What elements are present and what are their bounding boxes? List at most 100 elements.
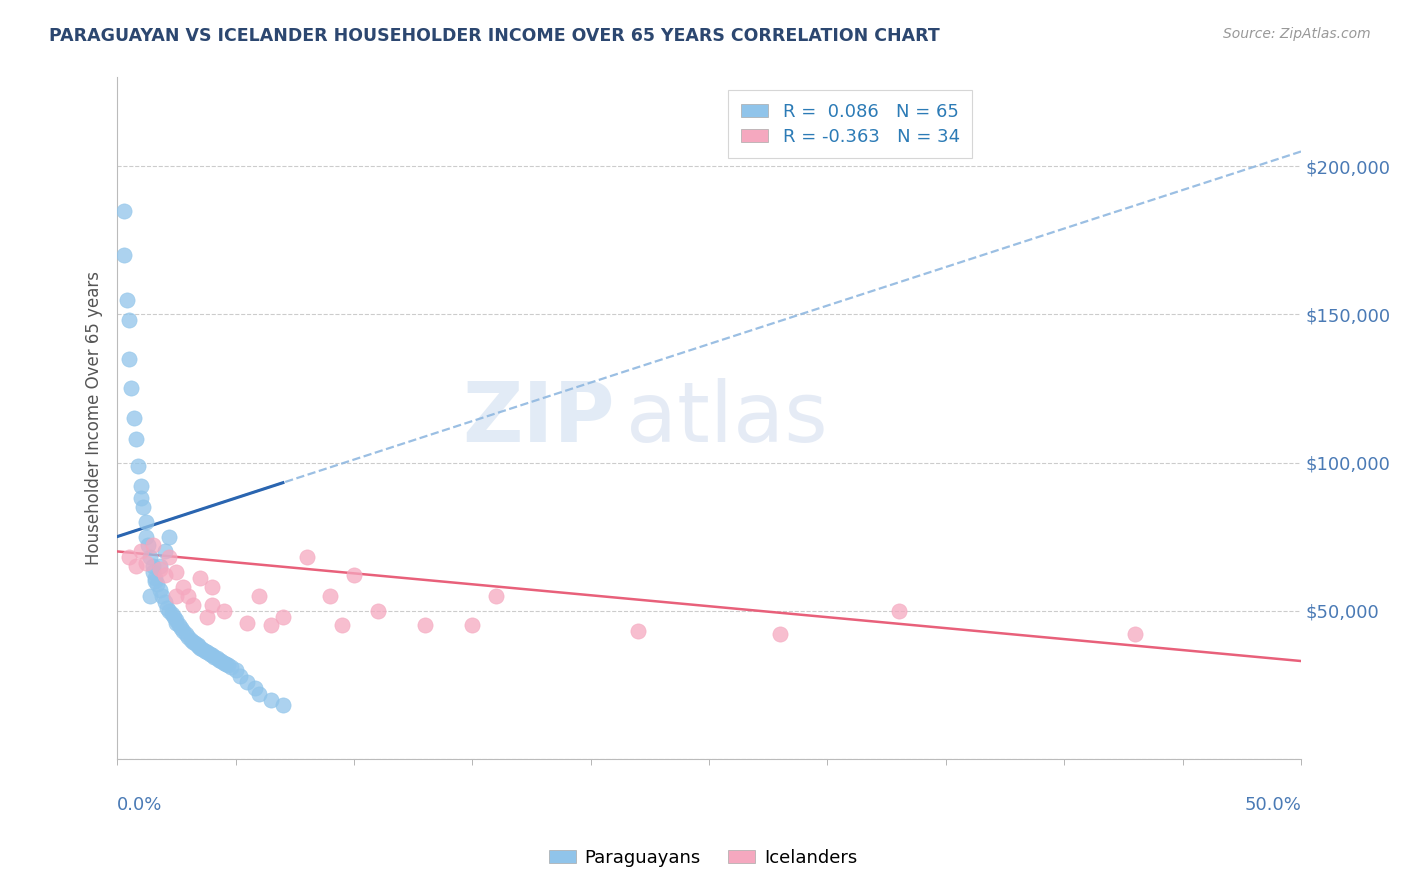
Text: Source: ZipAtlas.com: Source: ZipAtlas.com (1223, 27, 1371, 41)
Point (118, 550, 141, 565)
Point (129, 544, 152, 558)
Point (165, 613, 187, 627)
Point (236, 615, 259, 630)
Point (201, 648, 224, 662)
Point (188, 571, 211, 585)
Point (135, 515, 157, 529)
Point (149, 559, 172, 574)
Point (142, 565, 165, 579)
Point (181, 634, 204, 648)
Text: 50.0%: 50.0% (1244, 797, 1301, 814)
Point (627, 624, 650, 639)
Legend: R =  0.086   N = 65, R = -0.363   N = 34: R = 0.086 N = 65, R = -0.363 N = 34 (728, 90, 973, 159)
Point (260, 618, 283, 632)
Point (115, 293, 138, 307)
Point (209, 654, 232, 668)
Point (163, 609, 186, 624)
Point (167, 618, 190, 632)
Point (157, 550, 180, 565)
Point (887, 604, 910, 618)
Point (271, 698, 294, 713)
Point (129, 491, 152, 505)
Point (153, 568, 176, 582)
Point (177, 589, 200, 603)
Point (194, 643, 217, 657)
Point (225, 663, 247, 677)
Point (319, 589, 342, 603)
Point (157, 604, 180, 618)
Point (146, 577, 169, 591)
Point (150, 589, 173, 603)
Point (120, 382, 142, 396)
Point (343, 568, 366, 582)
Point (769, 627, 792, 641)
Point (201, 598, 224, 612)
Text: ZIP: ZIP (463, 377, 614, 458)
Point (136, 539, 159, 553)
Point (165, 589, 187, 603)
Point (112, 203, 135, 218)
Point (187, 639, 209, 653)
Point (156, 600, 179, 615)
Point (118, 313, 141, 327)
Point (142, 539, 165, 553)
Point (177, 630, 200, 644)
Point (236, 674, 259, 689)
Point (157, 530, 180, 544)
Point (201, 580, 224, 594)
Point (195, 609, 218, 624)
Point (215, 657, 238, 671)
Point (212, 604, 235, 618)
Point (181, 598, 204, 612)
Point (153, 595, 176, 609)
Point (219, 660, 242, 674)
Text: PARAGUAYAN VS ICELANDER HOUSEHOLDER INCOME OVER 65 YEARS CORRELATION CHART: PARAGUAYAN VS ICELANDER HOUSEHOLDER INCO… (49, 27, 941, 45)
Point (135, 556, 157, 570)
Point (208, 652, 231, 666)
Point (205, 651, 228, 665)
Point (212, 656, 235, 670)
Point (125, 559, 148, 574)
Point (153, 544, 176, 558)
Point (165, 615, 187, 630)
Point (247, 687, 270, 701)
Point (112, 248, 135, 262)
Point (260, 692, 283, 706)
Point (125, 432, 148, 446)
Point (195, 645, 218, 659)
Point (188, 640, 211, 655)
Point (184, 636, 207, 650)
Legend: Paraguayans, Icelanders: Paraguayans, Icelanders (541, 842, 865, 874)
Point (217, 658, 239, 673)
Point (170, 622, 193, 636)
Point (132, 500, 155, 514)
Point (139, 589, 162, 603)
Point (461, 618, 484, 632)
Point (139, 550, 162, 565)
Point (165, 565, 187, 579)
Point (143, 571, 166, 585)
Point (135, 530, 157, 544)
Point (173, 580, 195, 594)
Point (202, 649, 225, 664)
Point (118, 351, 141, 366)
Point (271, 609, 294, 624)
Point (198, 647, 221, 661)
Point (142, 559, 165, 574)
Point (174, 627, 197, 641)
Point (143, 574, 166, 588)
Text: 0.0%: 0.0% (117, 797, 163, 814)
Point (149, 562, 172, 576)
Point (173, 624, 195, 639)
Point (367, 604, 389, 618)
Text: atlas: atlas (626, 377, 828, 458)
Point (191, 642, 214, 657)
Point (149, 582, 172, 597)
Point (229, 669, 252, 683)
Point (485, 589, 508, 603)
Point (122, 411, 145, 425)
Point (1123, 627, 1146, 641)
Point (247, 589, 270, 603)
Point (187, 638, 209, 652)
Point (160, 607, 183, 621)
